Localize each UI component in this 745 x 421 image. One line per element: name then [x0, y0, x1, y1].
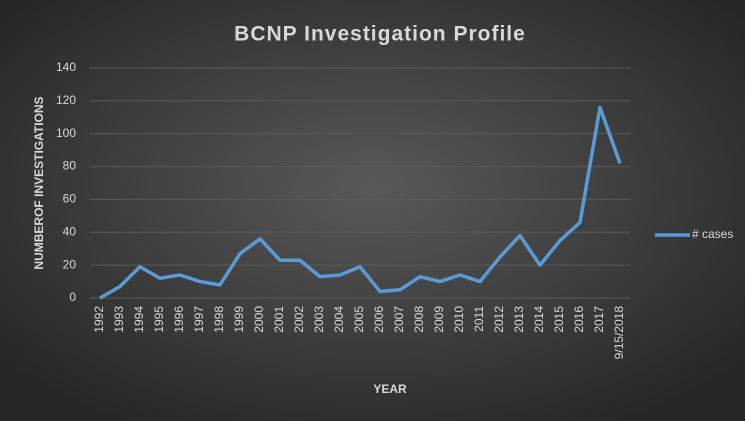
- x-tick-label: 1994: [132, 306, 146, 333]
- x-tick-label: 2005: [352, 306, 366, 333]
- x-tick-label: 1999: [232, 306, 246, 333]
- x-tick-label: 2002: [292, 306, 306, 333]
- y-tick-label: 20: [63, 257, 77, 271]
- x-tick-label: 2000: [252, 306, 266, 333]
- x-axis-label: YEAR: [373, 382, 407, 396]
- y-tick-label: 120: [56, 93, 76, 107]
- x-tick-label: 2007: [392, 306, 406, 333]
- x-tick-label: 2014: [532, 306, 546, 333]
- y-tick-label: 100: [56, 126, 76, 140]
- x-tick-label: 1997: [192, 306, 206, 333]
- x-tick-label: 2008: [412, 306, 426, 333]
- x-tick-label: 1993: [112, 306, 126, 333]
- x-tick-label: 2003: [312, 306, 326, 333]
- x-tick-label: 2015: [552, 306, 566, 333]
- x-tick-label: 1995: [152, 306, 166, 333]
- x-tick-label: 1992: [92, 306, 106, 333]
- y-tick-label: 140: [56, 60, 76, 74]
- x-tick-label: 2017: [592, 306, 606, 333]
- chart-title: BCNP Investigation Profile: [234, 23, 526, 46]
- x-tick-label: 1998: [212, 306, 226, 333]
- y-tick-label: 80: [63, 159, 77, 173]
- x-tick-label: 9/15/2018: [612, 306, 626, 360]
- x-tick-label: 2012: [492, 306, 506, 333]
- y-tick-label: 0: [69, 290, 76, 304]
- y-tick-label: 40: [63, 224, 77, 238]
- x-tick-label: 2009: [432, 306, 446, 333]
- x-tick-label: 1996: [172, 306, 186, 333]
- x-tick-label: 2001: [272, 306, 286, 333]
- y-tick-label: 60: [63, 192, 77, 206]
- x-tick-label: 2006: [372, 306, 386, 333]
- x-tick-label: 2013: [512, 306, 526, 333]
- x-tick-label: 2016: [572, 306, 586, 333]
- y-axis-label: NUMBEROF INVESTIGATIONS: [32, 96, 46, 269]
- legend-label: # cases: [692, 227, 733, 241]
- data-line: [99, 105, 622, 300]
- x-tick-label: 2004: [332, 306, 346, 333]
- x-tick-label: 2010: [452, 306, 466, 333]
- x-tick-label: 2011: [472, 306, 486, 332]
